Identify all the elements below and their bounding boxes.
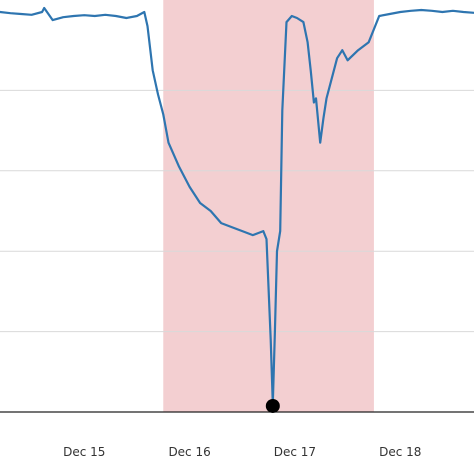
minimum-point-marker <box>265 398 280 413</box>
x-tick-label: Dec 17 <box>274 445 316 459</box>
series-layer <box>0 6 474 406</box>
x-tick-labels: Dec 15 Dec 16 Dec 17 Dec 18 <box>63 445 421 459</box>
shaded-region <box>163 0 374 412</box>
x-tick-label: Dec 15 <box>63 445 105 459</box>
series-line-0 <box>0 6 474 406</box>
shaded-region-layer <box>163 0 374 412</box>
gridlines-layer <box>0 89 474 413</box>
x-tick-label: Dec 18 <box>379 445 421 459</box>
marker-layer <box>265 398 280 413</box>
x-tick-label: Dec 16 <box>168 445 210 459</box>
